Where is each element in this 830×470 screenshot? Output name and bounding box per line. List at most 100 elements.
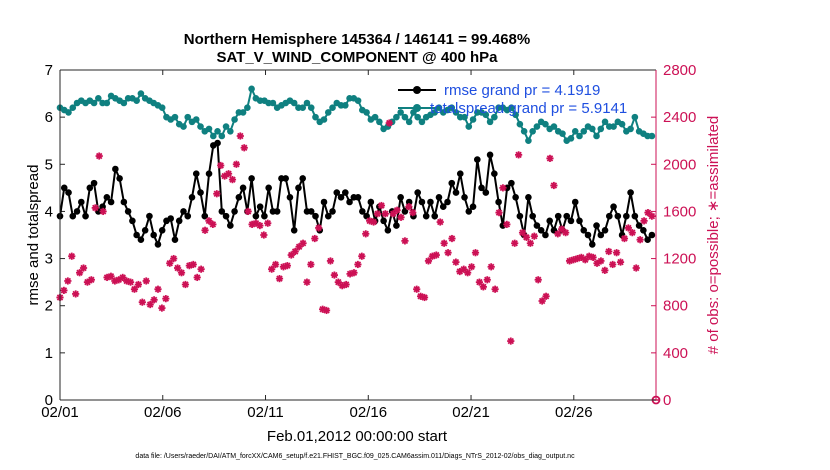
obs-assimilated-point — [68, 252, 76, 260]
obs-star-stroke — [237, 132, 244, 140]
rmse-point — [456, 170, 464, 178]
obs-assimilated-point — [228, 176, 237, 184]
obs-star-stroke — [374, 210, 381, 218]
totalspread-point — [610, 123, 617, 130]
obs-assimilated-point — [177, 269, 186, 277]
rmse-point — [180, 208, 187, 215]
obs-star-stroke — [433, 251, 440, 259]
obs-star-stroke — [68, 252, 75, 260]
obs-assimilated-point — [60, 286, 68, 294]
obs-assimilated-point — [467, 263, 476, 271]
obs-assimilated-point — [142, 277, 150, 285]
obs-assimilated-point — [224, 170, 233, 178]
obs-star-stroke — [629, 229, 636, 236]
obs-assimilated-point — [213, 190, 221, 198]
obs-star-stroke — [601, 267, 609, 274]
obs-star-stroke — [350, 269, 358, 276]
rmse-point — [124, 208, 132, 215]
obs-assimilated-point — [503, 220, 511, 228]
rmse-point — [282, 175, 289, 182]
totalspread-point — [307, 104, 315, 112]
obs-star-stroke — [182, 281, 189, 288]
rmse-point — [491, 170, 498, 178]
obs-star-stroke — [613, 249, 620, 256]
obs-star-stroke — [499, 184, 507, 192]
obs-star-stroke — [107, 273, 115, 280]
obs-star-stroke — [444, 249, 452, 256]
rmse-point — [414, 189, 421, 196]
totalspread-point — [469, 116, 477, 123]
obs-star-stroke — [495, 209, 503, 216]
totalspread-point — [239, 109, 247, 116]
obs-assimilated-point — [373, 210, 382, 218]
obs-assimilated-point — [464, 269, 472, 277]
obs-assimilated-point — [64, 277, 72, 285]
obs-star-stroke — [507, 337, 515, 345]
rmse-point — [197, 189, 204, 196]
totalspread-point — [567, 135, 575, 142]
obs-assimilated-point — [311, 234, 319, 243]
obs-assimilated-point — [479, 283, 487, 291]
obs-star-stroke — [201, 227, 209, 234]
obs-assimilated-point — [405, 203, 413, 211]
obs-assimilated-point — [515, 151, 523, 159]
obs-assimilated-point — [236, 132, 244, 140]
obs-star-stroke — [621, 235, 628, 242]
obs-assimilated-point — [197, 265, 205, 273]
totalspread-point — [465, 123, 473, 130]
obs-assimilated-point — [193, 273, 201, 282]
obs-star-stroke — [527, 240, 534, 247]
y2-axis-label: # of obs: o=possible; ∗=assimilated — [705, 116, 722, 355]
rmse-point — [576, 217, 583, 225]
obs-star-stroke — [135, 281, 142, 288]
obs-star-stroke — [209, 221, 217, 228]
obs-assimilated-point — [154, 285, 162, 293]
obs-star-stroke — [487, 263, 495, 271]
obs-star-stroke — [229, 176, 236, 183]
obs-star-stroke — [256, 222, 264, 229]
obs-assimilated-point — [511, 239, 519, 247]
obs-assimilated-point — [326, 257, 335, 265]
plot-area — [60, 70, 656, 400]
totalspread-point — [299, 104, 307, 112]
totalspread-point — [231, 116, 238, 123]
obs-star-stroke — [605, 248, 613, 255]
obs-assimilated-point — [126, 278, 135, 286]
rmse-point — [644, 236, 651, 244]
obs-assimilated-point — [483, 276, 491, 284]
obs-assimilated-point — [522, 233, 531, 241]
rmse-point — [222, 212, 230, 220]
obs-star-stroke — [197, 265, 205, 273]
obs-star-stroke — [139, 298, 146, 306]
obs-star-stroke — [558, 225, 565, 233]
obs-star-stroke — [409, 209, 417, 216]
rmse-point — [593, 222, 600, 229]
obs-assimilated-point — [260, 231, 268, 239]
rmse-point — [610, 203, 617, 211]
obs-star-stroke — [162, 295, 170, 302]
obs-star-stroke — [625, 224, 632, 232]
totalspread-point — [371, 113, 379, 121]
totalspread-point — [218, 132, 226, 140]
obs-assimilated-point — [369, 218, 378, 226]
totalspread-point — [448, 104, 456, 112]
obs-assimilated-point — [181, 280, 190, 289]
obs-assimilated-point — [83, 278, 92, 286]
obs-star-stroke — [72, 290, 79, 298]
obs-assimilated-point — [613, 249, 621, 257]
obs-star-stroke — [244, 208, 252, 215]
totalspread-point — [69, 104, 77, 112]
totalspread-point — [508, 104, 515, 112]
totalspread-point — [627, 125, 634, 133]
obs-assimilated-point — [322, 306, 331, 315]
rmse-point — [231, 208, 238, 215]
rmse-point — [571, 198, 579, 206]
rmse-point — [525, 193, 532, 201]
obs-assimilated-point — [209, 220, 217, 228]
totalspread-point — [631, 113, 639, 121]
obs-star-stroke — [644, 209, 652, 216]
obs-star-stroke — [589, 254, 597, 261]
totalspread-point — [576, 132, 583, 140]
totalspread-point — [486, 118, 494, 126]
rmse-point — [495, 198, 502, 206]
